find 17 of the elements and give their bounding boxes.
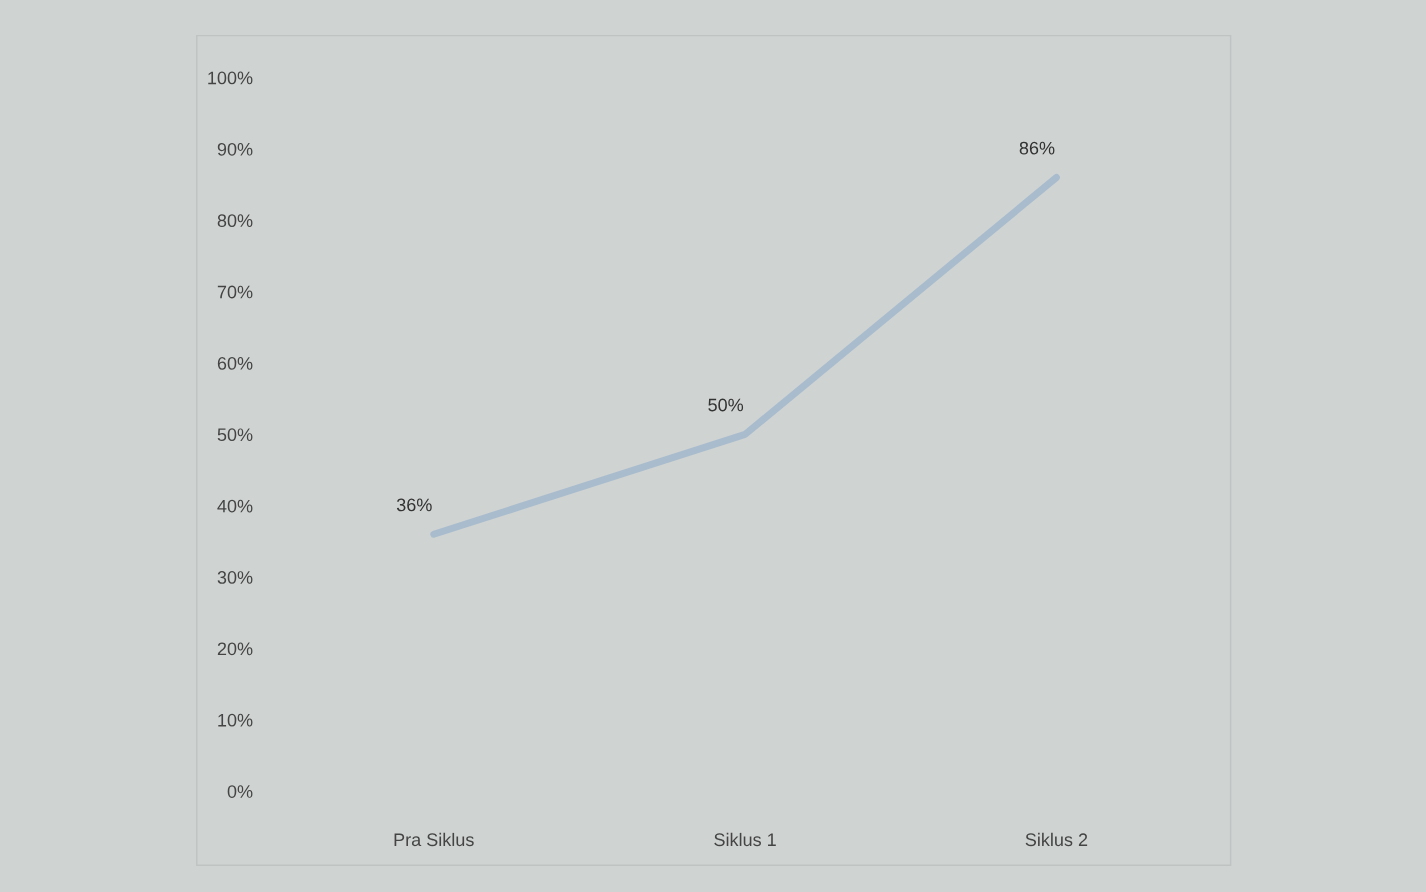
- y-tick-label: 10%: [218, 713, 253, 727]
- data-label: 36%: [396, 498, 432, 512]
- x-tick-label: Siklus 2: [1025, 832, 1088, 847]
- y-tick-label: 70%: [217, 285, 253, 299]
- data-label: 50%: [708, 398, 744, 412]
- y-tick-label: 40%: [217, 499, 253, 513]
- y-tick-label: 30%: [217, 571, 253, 584]
- x-tick-label: Pra Siklus: [394, 832, 474, 847]
- y-tick-label: 80%: [217, 214, 253, 228]
- y-tick-label: 0%: [227, 785, 253, 798]
- data-label: 86%: [1019, 141, 1055, 155]
- y-tick-label: 60%: [217, 356, 253, 370]
- y-tick-label: 20%: [217, 642, 253, 656]
- y-tick-label: 50%: [217, 428, 253, 442]
- x-tick-label: Siklus 1: [714, 832, 776, 847]
- y-tick-label: 90%: [217, 142, 253, 156]
- y-tick-label: 100%: [208, 71, 253, 85]
